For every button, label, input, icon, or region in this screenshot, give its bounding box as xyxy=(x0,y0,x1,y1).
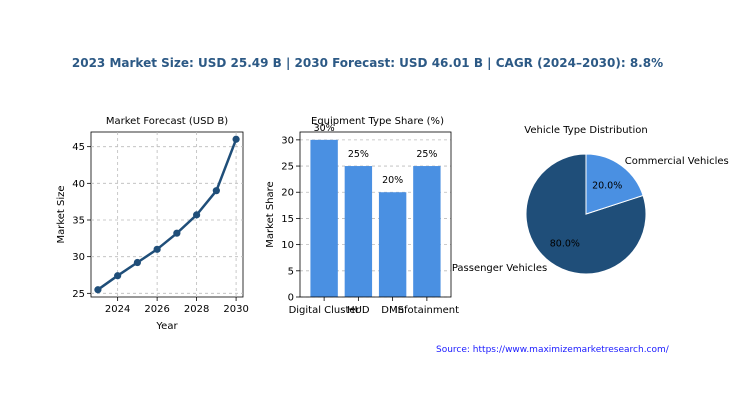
line-chart: Market Forecast (USD B) 2024 2026 2028 2030… xyxy=(56,116,249,332)
line-chart-ytick-label: 30 xyxy=(72,252,85,263)
line-chart-ytick-label: 25 xyxy=(72,289,85,300)
bar xyxy=(413,166,441,297)
bar-data-label: 25% xyxy=(416,149,437,160)
line-chart-ticks: 2024 2026 2028 2030 25 30 35 40 45 xyxy=(72,142,249,315)
bar-chart-bars xyxy=(310,139,441,297)
bar-chart-ytick-label: 25 xyxy=(281,162,294,173)
bar-chart-xtick-label: HUD xyxy=(347,305,370,316)
pie-chart: Vehicle Type Distribution 80.0% Passenger… xyxy=(452,125,729,275)
line-chart-point xyxy=(114,272,122,280)
pie-category-label: Commercial Vehicles xyxy=(625,156,729,167)
line-chart-xtick-label: 2026 xyxy=(144,304,169,315)
pie-chart-slices: 80.0% Passenger Vehicles 20.0% Commercial V… xyxy=(452,153,729,275)
line-chart-point xyxy=(193,211,201,219)
source-text: Source: https://www.maximizemarketresear… xyxy=(436,345,669,355)
line-chart-frame xyxy=(90,131,244,298)
line-chart-xlabel: Year xyxy=(155,321,178,332)
line-chart-point xyxy=(232,135,240,143)
bar xyxy=(378,192,407,297)
headline: 2023 Market Size: USD 25.49 B | 2030 For… xyxy=(71,56,664,70)
line-series xyxy=(97,138,238,291)
line-chart-title: Market Forecast (USD B) xyxy=(106,116,228,127)
line-chart-grid xyxy=(91,132,243,297)
pie-category-label: Passenger Vehicles xyxy=(452,263,547,274)
bar-chart-ytick-label: 10 xyxy=(281,240,294,251)
bar xyxy=(344,166,373,297)
bar-chart-ytick-label: 20 xyxy=(281,188,294,199)
line-chart-point xyxy=(153,245,161,253)
bar-chart-ytick-label: 30 xyxy=(281,135,294,146)
bar-chart: Equipment Type Share (%) 0 5 10 15 20 25 30 Dig… xyxy=(265,116,459,316)
bar-chart-data-labels: 30% 25% 20% 25% xyxy=(314,123,438,186)
bar-chart-ytick-label: 5 xyxy=(288,266,294,277)
line-chart-xtick-label: 2024 xyxy=(105,304,130,315)
bar-chart-ytick-label: 0 xyxy=(288,293,294,304)
bar-chart-ytick-label: 15 xyxy=(281,214,294,225)
bar-chart-xtick-label: Digital Cluster xyxy=(289,305,361,316)
bar-data-label: 25% xyxy=(348,149,369,160)
pie-slice xyxy=(525,153,647,275)
pie-pct-label: 80.0% xyxy=(550,239,580,250)
bar-data-label: 30% xyxy=(314,123,335,134)
line-chart-ytick-label: 35 xyxy=(72,216,85,227)
line-chart-ytick-label: 45 xyxy=(72,142,85,153)
line-chart-point xyxy=(133,258,141,267)
line-chart-point xyxy=(94,286,102,294)
bar-chart-title: Equipment Type Share (%) xyxy=(311,116,444,127)
pie-chart-title: Vehicle Type Distribution xyxy=(524,125,647,136)
line-chart-point xyxy=(173,229,181,237)
line-chart-ylabel: Market Size xyxy=(56,185,67,243)
bar-chart-xtick-label: DMS xyxy=(381,305,404,316)
bar-chart-ylabel: Market Share xyxy=(265,181,276,247)
line-chart-xtick-label: 2030 xyxy=(223,304,248,315)
bar-data-label: 20% xyxy=(382,175,403,186)
line-chart-ytick-label: 40 xyxy=(72,179,85,190)
line-chart-point xyxy=(212,187,220,195)
pie-slice xyxy=(585,153,644,215)
line-chart-xtick-label: 2028 xyxy=(184,304,209,315)
bar-chart-frame xyxy=(299,131,452,298)
bar-chart-xtick-label: Infotainment xyxy=(395,305,459,316)
pie-pct-label: 20.0% xyxy=(592,180,622,191)
bar xyxy=(310,139,338,297)
line-chart-points xyxy=(94,135,240,294)
